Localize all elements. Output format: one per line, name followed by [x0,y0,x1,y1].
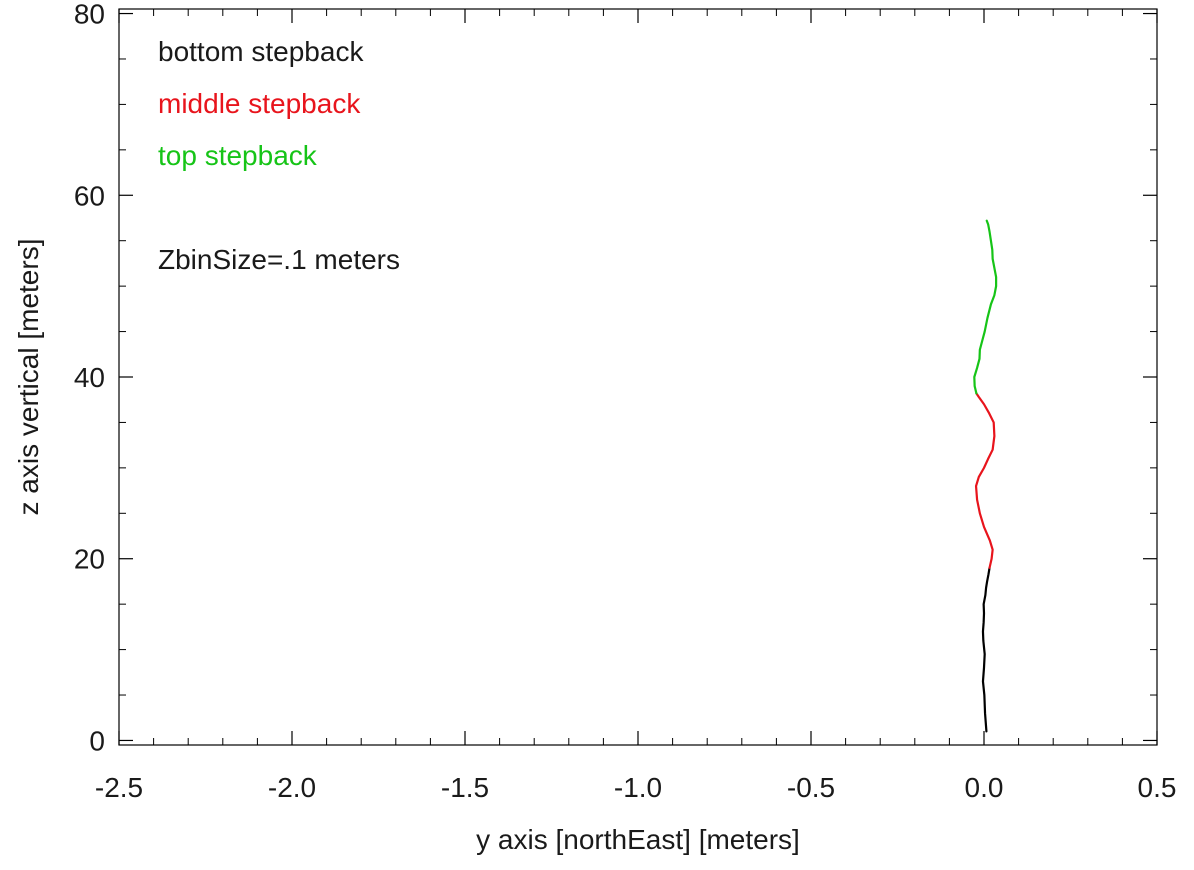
y-tick-label: 80 [74,0,105,30]
x-tick-label: -2.5 [95,772,143,803]
y-axis-ticks: 0 20 40 60 80 [74,0,1157,756]
legend: bottom stepback middle stepback top stepba… [158,36,364,171]
x-tick-label: -0.5 [787,772,835,803]
x-axis-ticks: -2.5 -2.0 -1.5 -1.0 -0.5 0.0 0.5 [95,9,1177,803]
x-tick-label: 0.0 [965,772,1004,803]
x-tick-label: 0.5 [1138,772,1177,803]
series-line-middle-stepback [974,392,996,569]
zbin-size-annotation: ZbinSize=.1 meters [158,244,400,275]
y-tick-label: 60 [74,180,105,211]
series-line-top-stepback [973,219,998,395]
x-axis-title: y axis [northEast] [meters] [476,824,800,855]
series-line-bottom-stepback [981,566,991,733]
x-tick-label: -1.5 [441,772,489,803]
y-tick-label: 40 [74,362,105,393]
y-tick-label: 0 [89,725,105,756]
series-layer [973,219,998,733]
y-axis-title: z axis vertical [meters] [13,239,44,516]
x-tick-label: -1.0 [614,772,662,803]
plot-frame [118,8,1158,746]
legend-entry-bottom-stepback: bottom stepback [158,36,364,67]
legend-entry-top-stepback: top stepback [158,140,318,171]
legend-entry-middle-stepback: middle stepback [158,88,361,119]
y-tick-label: 20 [74,544,105,575]
x-tick-label: -2.0 [268,772,316,803]
